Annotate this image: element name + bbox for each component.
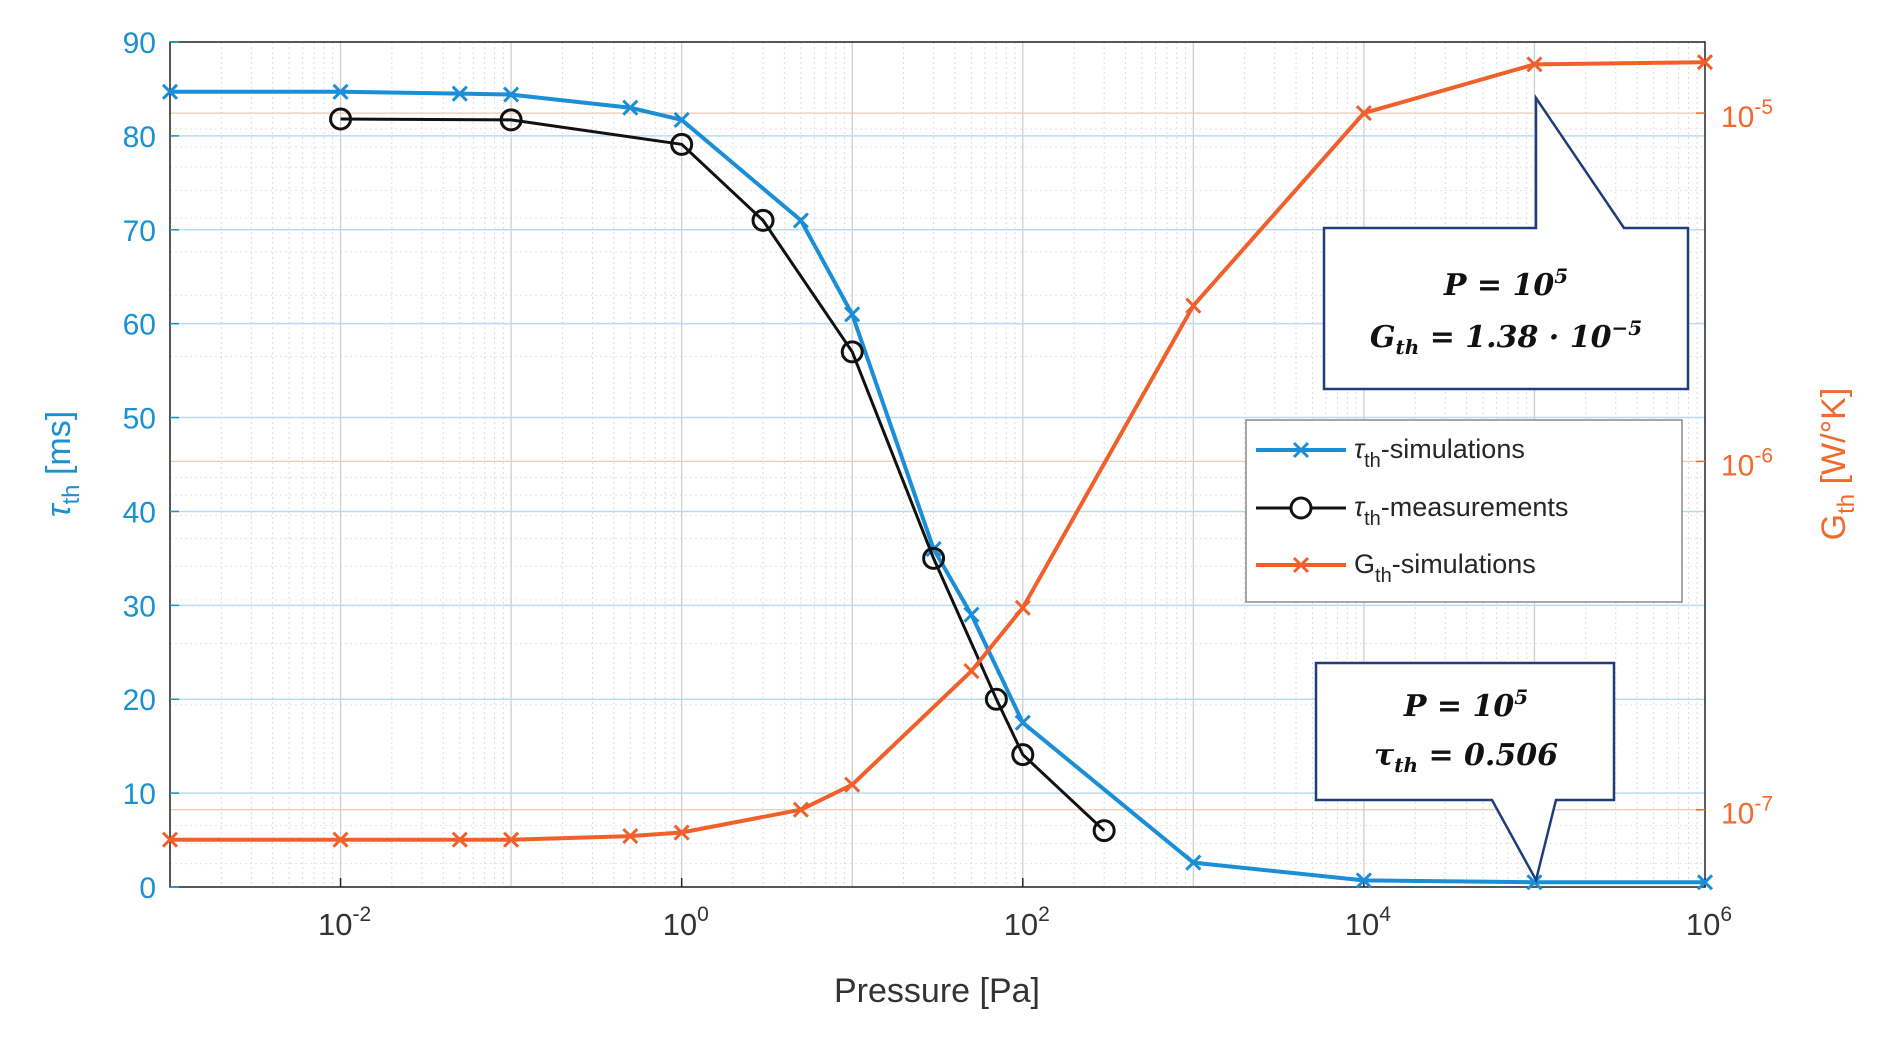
- data-point--th-simulations: [1355, 872, 1372, 889]
- left-axis-label-tau: τ: [40, 502, 78, 517]
- data-point--th-simulations: [844, 306, 861, 323]
- left-tick-label: 0: [139, 872, 156, 905]
- left-axis-ticks: 0 10 20 30 40 50 60 70 80 90: [123, 27, 179, 905]
- right-tick-label: 10-7: [1721, 793, 1773, 831]
- data-point-gth-simulations: [503, 831, 520, 848]
- right-tick-label: 10-6: [1721, 444, 1773, 482]
- annotation-gth-line2: Gth = 1.38 · 10−5: [1370, 316, 1642, 359]
- data-point--th-measurements: [499, 108, 523, 132]
- data-point--th-measurements: [751, 208, 775, 232]
- series-layer: [161, 54, 1714, 891]
- data-point--th-simulations: [792, 212, 809, 229]
- left-axis-label: τth [ms]: [40, 411, 85, 517]
- left-tick-label: 70: [123, 215, 156, 248]
- series-line-gth-simulations: [170, 60, 1706, 842]
- plot-area-frame: [169, 41, 1706, 888]
- x-tick-label: 10-2: [318, 903, 371, 942]
- legend-marker-gth-simulations: [1292, 556, 1310, 574]
- data-point-gth-simulations: [622, 828, 639, 845]
- data-point-gth-simulations: [963, 663, 980, 680]
- right-axis-label-sub: th: [1833, 494, 1860, 514]
- right-axis-label: Gth [W/°K]: [1815, 388, 1860, 541]
- data-point-gth-simulations: [332, 831, 349, 848]
- left-tick-label: 60: [123, 309, 156, 342]
- legend-item-tau-measurements: τth-measurements: [1256, 492, 1568, 530]
- data-point-gth-simulations: [673, 824, 690, 841]
- data-point--th-measurements: [1011, 743, 1035, 767]
- data-point-gth-simulations: [451, 831, 468, 848]
- data-point--th-simulations: [451, 85, 468, 102]
- left-tick-label: 90: [123, 27, 156, 60]
- x-tick-label: 104: [1345, 903, 1391, 942]
- legend-label-tau-simulations: τth-simulations: [1354, 434, 1525, 472]
- annotation-tau-line2: τth = 0.506: [1374, 738, 1558, 777]
- x-tick-label: 102: [1004, 903, 1050, 942]
- right-tick-label: 10-5: [1721, 96, 1773, 134]
- x-tick-label: 100: [663, 903, 709, 942]
- data-point--th-simulations: [622, 99, 639, 116]
- x-tick-label: 106: [1686, 903, 1732, 942]
- data-point--th-simulations: [1014, 714, 1031, 731]
- data-point--th-measurements: [840, 340, 864, 364]
- data-point--th-simulations: [503, 86, 520, 103]
- legend: τth-simulations τth-measurements Gth-sim…: [1245, 419, 1683, 603]
- data-point--th-simulations: [1185, 854, 1202, 871]
- data-point--th-simulations: [1696, 874, 1714, 891]
- data-point-gth-simulations: [1696, 54, 1714, 71]
- annotation-gth: P = 105 Gth = 1.38 · 10−5: [1322, 93, 1690, 391]
- data-point-gth-simulations: [792, 801, 809, 818]
- left-tick-label: 80: [123, 121, 156, 154]
- left-tick-label: 50: [123, 403, 156, 436]
- left-axis-label-sub: th: [58, 484, 85, 504]
- data-point-gth-simulations: [1355, 105, 1372, 122]
- series-line--th-measurements: [340, 117, 1106, 832]
- legend-label-gth-simulations: Gth-simulations: [1354, 549, 1536, 587]
- legend-marker-tau-measurements: [1289, 496, 1313, 520]
- legend-item-gth-simulations: Gth-simulations: [1256, 549, 1536, 587]
- data-point--th-measurements: [670, 132, 694, 156]
- data-point-gth-simulations: [1185, 297, 1202, 314]
- data-point-gth-simulations: [1526, 56, 1543, 73]
- data-point-gth-simulations: [844, 776, 861, 793]
- data-point--th-measurements: [329, 107, 353, 131]
- data-point--th-measurements: [922, 546, 946, 570]
- legend-marker-tau-simulations: [1292, 441, 1310, 459]
- left-tick-label: 20: [123, 684, 156, 717]
- data-point--th-measurements: [984, 687, 1008, 711]
- data-point--th-simulations: [161, 83, 179, 100]
- annotation-gth-line1: P = 105: [1443, 264, 1568, 303]
- left-tick-label: 10: [123, 778, 156, 811]
- annotation-tau: P = 105 τth = 0.506: [1314, 661, 1616, 884]
- data-point--th-simulations: [673, 111, 690, 128]
- right-axis-label-g: G: [1815, 514, 1853, 540]
- x-axis-ticks: 10-2 100 102 104 106: [318, 878, 1732, 942]
- left-tick-label: 40: [123, 496, 156, 529]
- right-axis-label-unit: [W/°K]: [1815, 388, 1853, 494]
- annotation-gth-callout: [1322, 93, 1690, 391]
- left-tick-label: 30: [123, 590, 156, 623]
- annotation-tau-line1: P = 105: [1403, 685, 1528, 724]
- legend-label-tau-measurements: τth-measurements: [1354, 492, 1568, 530]
- data-point-gth-simulations: [161, 831, 179, 848]
- left-axis-label-unit: [ms]: [40, 411, 78, 485]
- legend-item-tau-simulations: τth-simulations: [1256, 434, 1525, 472]
- right-axis-ticks: 10-7 10-6 10-5: [1696, 96, 1773, 831]
- data-point--th-measurements: [1092, 819, 1116, 843]
- data-point--th-simulations: [963, 606, 980, 623]
- data-point--th-simulations: [332, 83, 349, 100]
- annotation-tau-callout: [1314, 661, 1616, 884]
- data-point-gth-simulations: [1014, 599, 1031, 616]
- x-axis-label: Pressure [Pa]: [834, 972, 1040, 1010]
- data-point--th-simulations: [1526, 874, 1543, 891]
